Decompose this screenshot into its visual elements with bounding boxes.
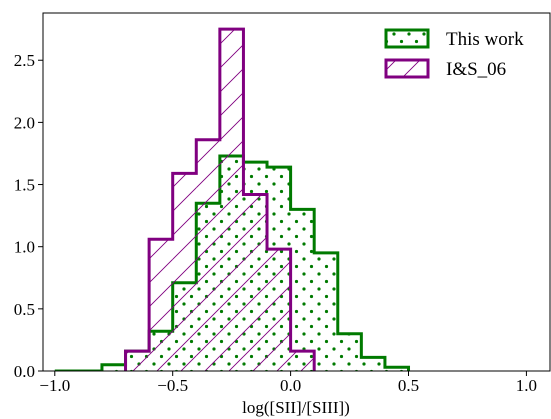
y-tick-label: 2.5 (14, 51, 35, 70)
x-axis-ticks: −1.0 −0.5 0.0 0.5 1.0 (39, 371, 537, 395)
x-tick-label: 1.0 (516, 376, 537, 395)
bar-2-6 (243, 194, 267, 371)
bar-2-4 (196, 140, 220, 371)
legend: This work I&S_06 (386, 29, 524, 80)
bar-1-13 (361, 357, 385, 371)
bar-2-3 (173, 173, 197, 371)
bar-1-11 (314, 253, 338, 371)
y-tick-label: 1.0 (14, 238, 35, 257)
legend-swatch-2 (386, 60, 428, 77)
bar-2-2 (149, 239, 173, 371)
histogram-bars (55, 29, 409, 371)
y-tick-label: 0.0 (14, 362, 35, 381)
x-tick-label: 0.5 (398, 376, 419, 395)
y-axis-ticks: 0.0 0.5 1.0 1.5 2.0 2.5 (14, 51, 43, 381)
bar-1-10 (291, 209, 315, 371)
x-tick-label: −0.5 (157, 376, 188, 395)
y-tick-label: 0.5 (14, 300, 35, 319)
y-tick-label: 2.0 (14, 113, 35, 132)
bar-2-1 (126, 351, 150, 371)
bar-2-5 (220, 29, 244, 371)
x-tick-label: −1.0 (39, 376, 70, 395)
legend-swatch-1 (386, 30, 428, 47)
legend-label-2: I&S_06 (446, 59, 506, 80)
y-tick-label: 1.5 (14, 176, 35, 195)
legend-label-1: This work (446, 29, 524, 50)
bar-2-7 (267, 249, 291, 371)
bar-2-8 (291, 351, 315, 371)
bar-1-12 (338, 334, 362, 371)
x-axis-label: log([SII]/[SIII]) (242, 398, 350, 417)
x-tick-label: 0.0 (280, 376, 301, 395)
